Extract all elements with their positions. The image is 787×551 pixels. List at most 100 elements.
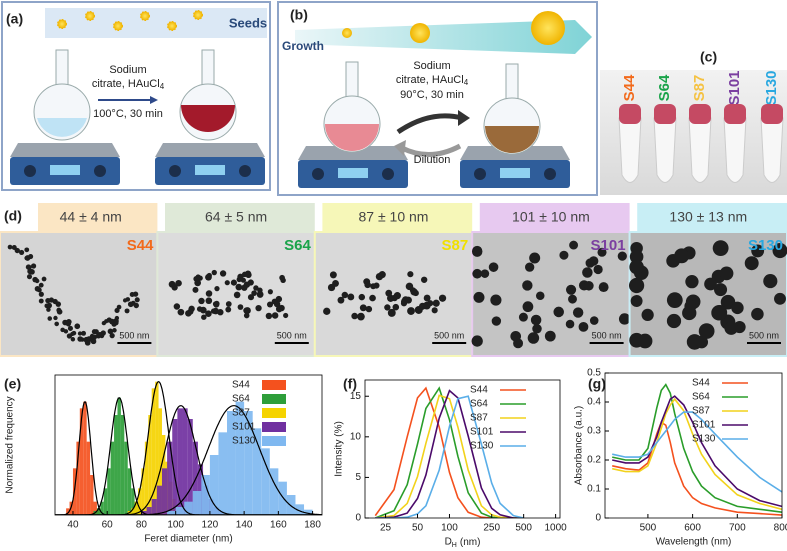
series-line (612, 383, 782, 513)
nanoparticle (427, 300, 434, 307)
sample-label: S44 (127, 237, 154, 254)
histogram-bar (295, 504, 305, 515)
nanoparticle (267, 289, 273, 295)
nanoparticle (698, 323, 715, 339)
nanoparticle (124, 308, 130, 314)
nanoparticle (357, 312, 365, 321)
nanoparticle (597, 247, 607, 257)
tube (723, 117, 747, 183)
nanoparticle (695, 335, 709, 349)
sample-label: S64 (284, 237, 311, 254)
nanoparticle (177, 308, 185, 316)
histogram-bar (286, 495, 296, 515)
nanoparticle (241, 284, 248, 291)
nanoparticle (432, 299, 440, 307)
scale-label: 500 nm (434, 330, 464, 340)
nanoparticle (559, 250, 569, 260)
nanoparticle (96, 332, 102, 338)
x-tick-label: 500 (640, 523, 657, 534)
sample-label: S44 (621, 74, 638, 101)
x-axis-label-sub: H (452, 542, 457, 549)
plot-frame (54, 374, 323, 516)
histogram-bar (192, 491, 202, 515)
nanoparticle (91, 329, 97, 335)
histogram-bar (177, 408, 183, 515)
legend-label: S87 (470, 413, 488, 424)
histogram-bar (120, 415, 125, 515)
series-line (375, 389, 524, 518)
sample-label: S101 (591, 237, 626, 254)
nanoparticle (585, 258, 595, 268)
nanoparticle (265, 312, 273, 320)
nanoparticle (133, 302, 139, 309)
histogram-bar (156, 485, 162, 515)
histogram-bar (86, 441, 91, 515)
x-tick-label: 700 (729, 523, 746, 534)
nanoparticle (256, 291, 264, 298)
legend-swatch (262, 394, 286, 404)
nanoparticle (751, 244, 765, 258)
y-tick-label: 0 (595, 513, 601, 524)
nanoparticle (400, 300, 408, 307)
nanoparticle (387, 308, 396, 317)
nanoparticle (529, 252, 541, 264)
nanoparticle (351, 312, 358, 320)
nanoparticle (405, 282, 414, 291)
nanoparticle (214, 285, 220, 292)
nanoparticle (407, 271, 414, 278)
tube (760, 117, 784, 183)
nanoparticle (480, 269, 490, 278)
y-axis-label: Normalized frequency (5, 396, 16, 493)
nanoparticle (544, 330, 556, 342)
histogram-bar (144, 441, 149, 515)
nanoparticle (329, 271, 337, 279)
nanoparticle (525, 262, 535, 272)
nanoparticle (363, 278, 371, 286)
series-line (375, 394, 524, 518)
nanoparticle (527, 332, 540, 344)
legend-label: S64 (692, 392, 710, 403)
legend-label: S64 (470, 399, 488, 410)
seed-icon (410, 23, 430, 43)
nanoparticle (332, 279, 339, 287)
nanoparticle (34, 278, 40, 284)
nanoparticle (38, 282, 44, 288)
fit-curve (55, 405, 322, 515)
nanoparticle (712, 240, 729, 257)
nanoparticle (341, 291, 349, 299)
y-tick-label: 15 (350, 391, 362, 402)
fit-curve (55, 400, 322, 515)
nanoparticle (714, 283, 728, 297)
seed-icons (57, 10, 203, 31)
series-line (612, 411, 782, 493)
histogram-bar (138, 488, 142, 515)
nanoparticle (384, 304, 391, 311)
scale-label: 500 nm (277, 330, 307, 340)
size-header (165, 203, 315, 231)
x-tick-label: 1000 (544, 523, 567, 534)
tube (618, 117, 642, 183)
nanoparticle (491, 316, 502, 326)
nanoparticle (197, 275, 203, 281)
nanoparticle (255, 304, 262, 312)
nanoparticle (7, 244, 13, 250)
nanoparticle (243, 312, 250, 319)
plot-area (374, 386, 524, 518)
nanoparticle (774, 292, 786, 305)
nanoparticle (127, 301, 134, 308)
subscript: 4 (464, 78, 469, 87)
nanoparticle (535, 291, 545, 301)
hot-plate (10, 143, 120, 185)
nanoparticle (685, 275, 699, 289)
legend-label: S130 (232, 436, 256, 447)
nanoparticle (225, 306, 232, 313)
sample-label: S130 (763, 70, 780, 105)
nanoparticle (240, 277, 246, 283)
growth-band (295, 20, 592, 54)
nanoparticle (251, 290, 257, 296)
size-label: 44 ± 4 nm (60, 209, 122, 225)
nanoparticle (201, 314, 207, 320)
histogram-bar (227, 411, 236, 515)
x-tick-label: 600 (684, 523, 701, 534)
